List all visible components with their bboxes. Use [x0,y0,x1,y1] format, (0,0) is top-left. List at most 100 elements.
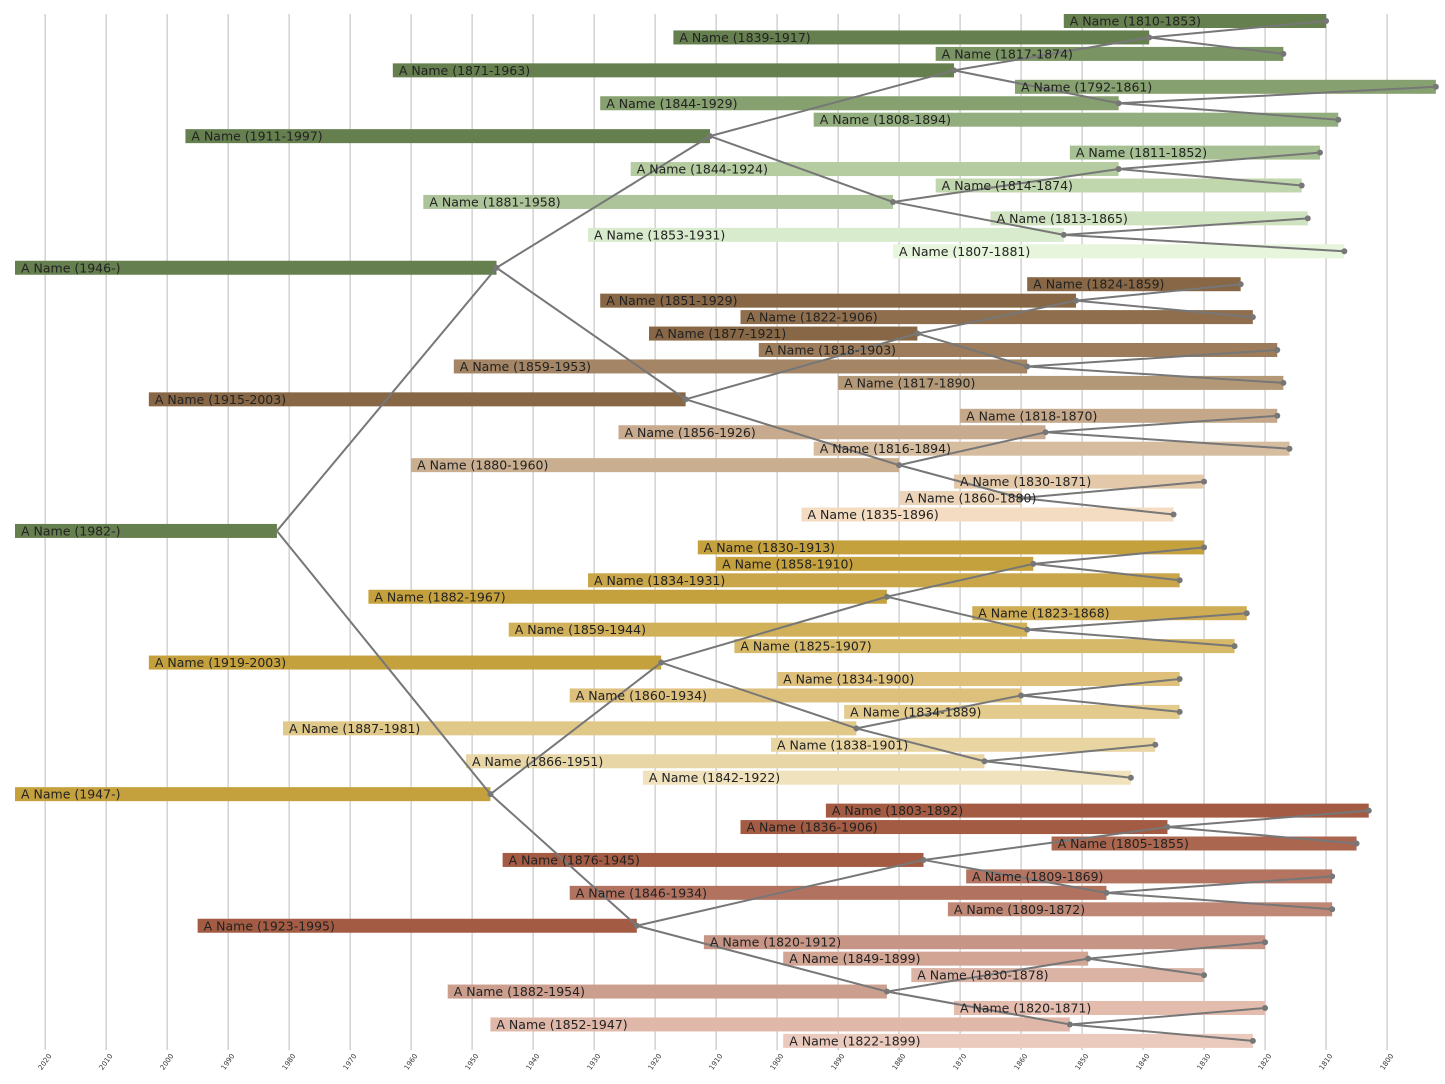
link [1045,431,1290,450]
person-label: A Name (1946-) [21,260,120,275]
person-label: A Name (1830-1913) [704,540,835,555]
person-label: A Name (1824-1859) [1033,277,1164,292]
link-dot [1018,692,1025,699]
link [1033,546,1205,565]
person-label: A Name (1911-1997) [191,129,322,144]
person-label: A Name (1915-2003) [155,392,286,407]
link-dot [1335,116,1342,123]
x-tick-label: 2000 [159,1052,176,1071]
person-label: A Name (1881-1958) [429,194,560,209]
link [1063,217,1308,236]
person-label: A Name (1820-1912) [710,935,841,950]
person-label: A Name (1859-1944) [515,622,646,637]
life-bar [972,606,1247,621]
link [660,661,857,730]
link-dot [1231,643,1238,650]
link-dot [1072,297,1079,304]
person-label: A Name (1923-1995) [204,918,335,933]
x-tick-label: 1850 [1074,1052,1091,1071]
link [495,135,711,269]
life-bar [703,935,1266,950]
x-tick-label: 1910 [708,1052,725,1071]
link-dot [493,264,500,271]
link [1027,349,1278,368]
person-label: A Name (1825-1907) [740,639,871,654]
person-label: A Name (1844-1924) [637,162,768,177]
life-bar [630,162,1119,177]
life-bar [600,293,1076,308]
link [636,858,924,927]
person-label: A Name (1860-1880) [905,491,1036,506]
link-dot [1365,807,1372,814]
link [892,200,1064,236]
life-bar [911,968,1205,983]
life-bar [508,622,1028,637]
life-bar [783,951,1089,966]
person-label: A Name (1858-1910) [722,556,853,571]
link [1106,891,1333,911]
link [1075,299,1253,319]
life-bar [1051,836,1357,851]
person-label: A Name (1871-1963) [399,63,530,78]
person-label: A Name (1822-1906) [746,310,877,325]
person-label: A Name (1844-1929) [606,96,737,111]
link [1069,1023,1253,1042]
life-bar [838,375,1284,390]
link [1033,562,1180,582]
person-label: A Name (1842-1922) [649,770,780,785]
life-bar [770,737,1156,752]
life-bar [1063,14,1327,28]
person-label: A Name (1887-1981) [289,721,420,736]
link-dot [1280,50,1287,57]
link [892,168,1119,203]
life-bar [947,902,1333,917]
x-tick-label: 1840 [1135,1052,1152,1071]
life-bar [600,96,1119,111]
life-bar [569,885,1107,900]
person-label: A Name (1830-1871) [960,474,1091,489]
life-bar [783,1033,1253,1048]
link-dot [1201,478,1208,485]
link-dot [658,659,665,666]
life-bar [197,918,637,933]
link [685,398,900,467]
link [1045,414,1278,434]
link-dot [1341,248,1348,255]
life-bar [283,721,857,736]
person-label: A Name (1818-1903) [765,343,896,358]
link [923,858,1107,894]
link [984,760,1131,779]
person-label: A Name (1859-1953) [460,359,591,374]
link-dot [1201,544,1208,551]
life-bar [716,556,1034,571]
life-bar [734,639,1235,654]
link [1106,875,1333,894]
link-dot [1286,445,1293,452]
x-tick-label: 1960 [403,1052,420,1071]
person-label: A Name (1792-1861) [1021,79,1152,94]
link-dot [1152,741,1159,748]
life-bar [697,540,1205,555]
person-label: A Name (1818-1870) [966,408,1097,423]
link-dot [1329,873,1336,880]
link [886,957,1089,993]
life-bar [148,392,686,407]
link [1027,365,1284,384]
person-label: A Name (1823-1868) [978,606,1109,621]
person-label: A Name (1982-) [21,523,120,538]
link [1027,612,1247,631]
life-bar [966,869,1333,884]
link [1075,283,1241,302]
link [1020,694,1180,713]
person-label: A Name (1851-1929) [606,293,737,308]
link [1149,20,1327,39]
life-bar [899,491,1022,506]
life-bar [15,523,277,538]
link [923,826,1168,861]
person-label: A Name (1838-1901) [777,737,908,752]
link [1167,809,1369,829]
life-bar [15,787,491,802]
link-dot [1249,1037,1256,1044]
link-dot [914,330,921,337]
